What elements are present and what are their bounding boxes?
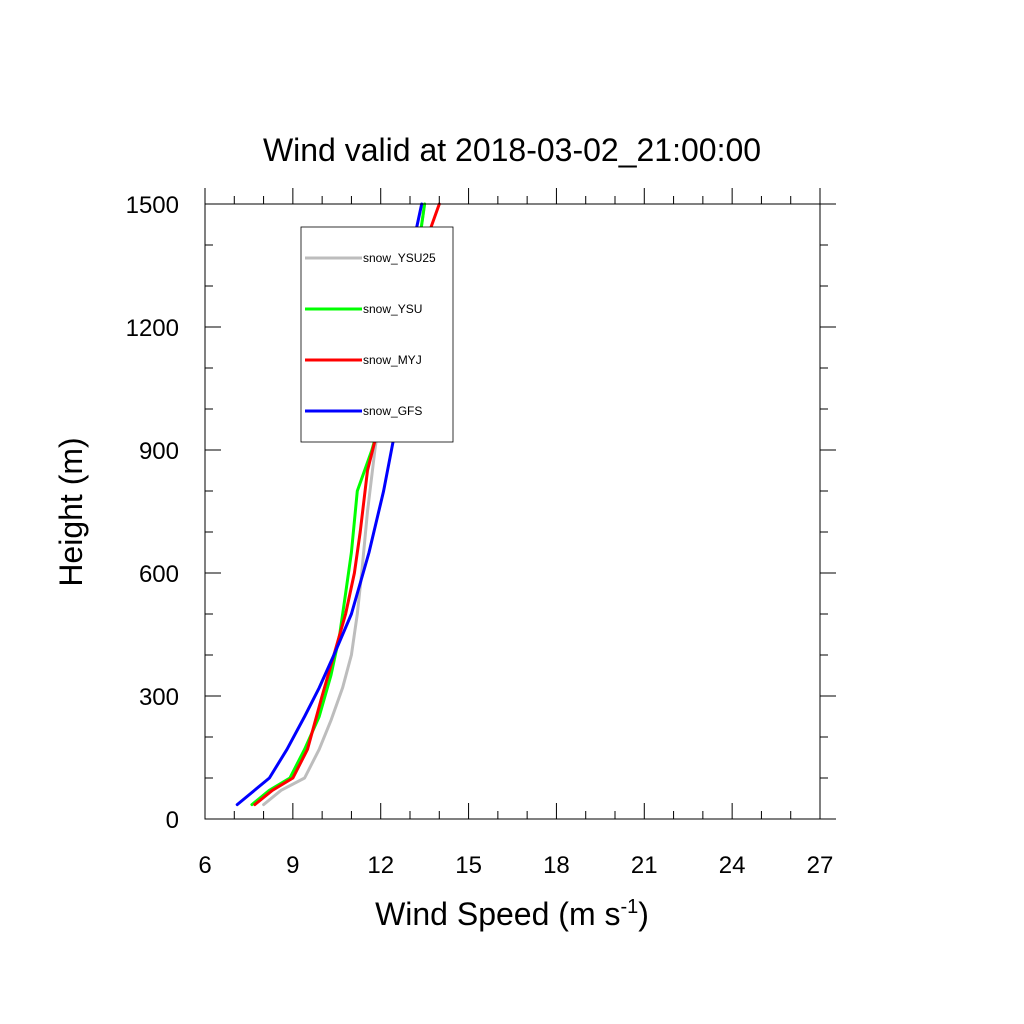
legend-label: snow_MYJ: [363, 353, 422, 367]
plot-frame: [204, 203, 821, 820]
legend-label: snow_YSU: [363, 302, 422, 316]
y-axis-label: Height (m): [53, 437, 89, 586]
legend-label: snow_GFS: [363, 404, 422, 418]
y-tick-label: 1200: [126, 315, 179, 342]
y-axis: 0 300 600 900 1200 1500: [126, 192, 836, 834]
legend: snow_YSU25 snow_YSU snow_MYJ snow_GFS: [300, 226, 454, 443]
x-tick-label: 12: [367, 852, 394, 879]
x-tick-label: 27: [807, 852, 834, 879]
y-tick-label: 600: [139, 561, 179, 588]
legend-box: [300, 226, 454, 443]
y-tick-label: 1500: [126, 192, 179, 219]
legend-label: snow_YSU25: [363, 251, 436, 265]
x-axis-label-superscript: -1: [620, 896, 638, 918]
x-axis-label: Wind Speed (m s-1): [375, 896, 649, 932]
x-axis: 6 9 12 15 18 21 24 27: [198, 188, 833, 879]
x-tick-label: 24: [719, 852, 746, 879]
x-tick-label: 18: [543, 852, 570, 879]
x-axis-label-close: ): [638, 896, 649, 932]
chart-title: Wind valid at 2018-03-02_21:00:00: [263, 132, 761, 168]
y-tick-label: 0: [166, 807, 179, 834]
x-tick-label: 9: [286, 852, 299, 879]
x-axis-label-main: Wind Speed (m s: [375, 896, 620, 932]
y-tick-label: 300: [139, 684, 179, 711]
x-tick-label: 15: [455, 852, 482, 879]
x-tick-label: 21: [631, 852, 658, 879]
x-tick-label: 6: [198, 852, 211, 879]
y-tick-label: 900: [139, 438, 179, 465]
